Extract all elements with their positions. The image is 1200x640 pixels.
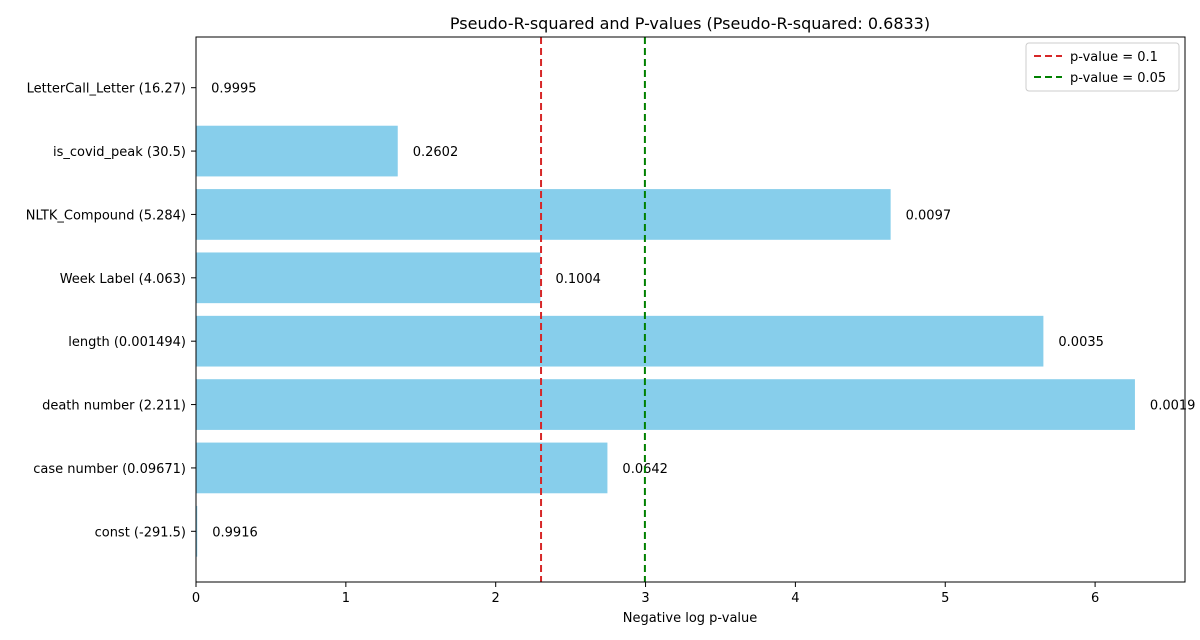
x-axis-label: Negative log p-value bbox=[623, 611, 758, 626]
y-tick-label-1: case number (0.09671) bbox=[33, 462, 186, 477]
legend-box bbox=[1025, 42, 1180, 92]
y-tick-label-6: is_covid_peak (30.5) bbox=[53, 145, 186, 160]
data-label-4: 0.1004 bbox=[555, 272, 601, 287]
bar-3 bbox=[196, 315, 1044, 367]
legend: p-value = 0.1 p-value = 0.05 bbox=[1025, 42, 1180, 92]
x-tick-label-0: 0 bbox=[192, 591, 200, 606]
x-tick-label-3: 3 bbox=[641, 591, 649, 606]
bar-2 bbox=[196, 379, 1135, 430]
y-tick-label-2: death number (2.211) bbox=[42, 399, 186, 414]
y-tick-label-7: LetterCall_Letter (16.27) bbox=[27, 82, 186, 97]
bar-1 bbox=[196, 442, 608, 494]
data-label-3: 0.0035 bbox=[1058, 335, 1104, 350]
x-tick-label-5: 5 bbox=[941, 591, 949, 606]
data-label-7: 0.9995 bbox=[211, 82, 257, 97]
x-tick-label-4: 4 bbox=[791, 591, 799, 606]
data-label-5: 0.0097 bbox=[906, 208, 952, 223]
y-axis: const (-291.5) case number (0.09671) death… bbox=[26, 82, 196, 540]
x-tick-label-2: 2 bbox=[492, 591, 500, 606]
x-axis: 0 1 2 3 4 5 6 bbox=[192, 582, 1099, 606]
y-tick-label-5: NLTK_Compound (5.284) bbox=[26, 208, 186, 223]
y-tick-label-0: const (-291.5) bbox=[95, 525, 186, 540]
y-tick-label-3: length (0.001494) bbox=[68, 335, 186, 350]
bar-0 bbox=[196, 505, 198, 557]
legend-label-1: p-value = 0.05 bbox=[1070, 71, 1166, 86]
bar-4 bbox=[196, 252, 541, 304]
x-tick-label-1: 1 bbox=[342, 591, 350, 606]
x-tick-label-6: 6 bbox=[1091, 591, 1099, 606]
bar-6 bbox=[196, 125, 398, 177]
plot-area: 0.99160.06420.00190.00350.10040.00970.26… bbox=[196, 37, 1195, 582]
plot-frame bbox=[195, 36, 1186, 583]
data-label-0: 0.9916 bbox=[212, 525, 258, 540]
legend-label-0: p-value = 0.1 bbox=[1070, 50, 1158, 65]
data-label-6: 0.2602 bbox=[413, 145, 459, 160]
data-label-2: 0.0019 bbox=[1150, 399, 1196, 414]
bar-5 bbox=[196, 189, 891, 240]
chart-title: Pseudo-R-squared and P-values (Pseudo-R-… bbox=[450, 14, 930, 33]
y-tick-label-4: Week Label (4.063) bbox=[60, 272, 186, 287]
